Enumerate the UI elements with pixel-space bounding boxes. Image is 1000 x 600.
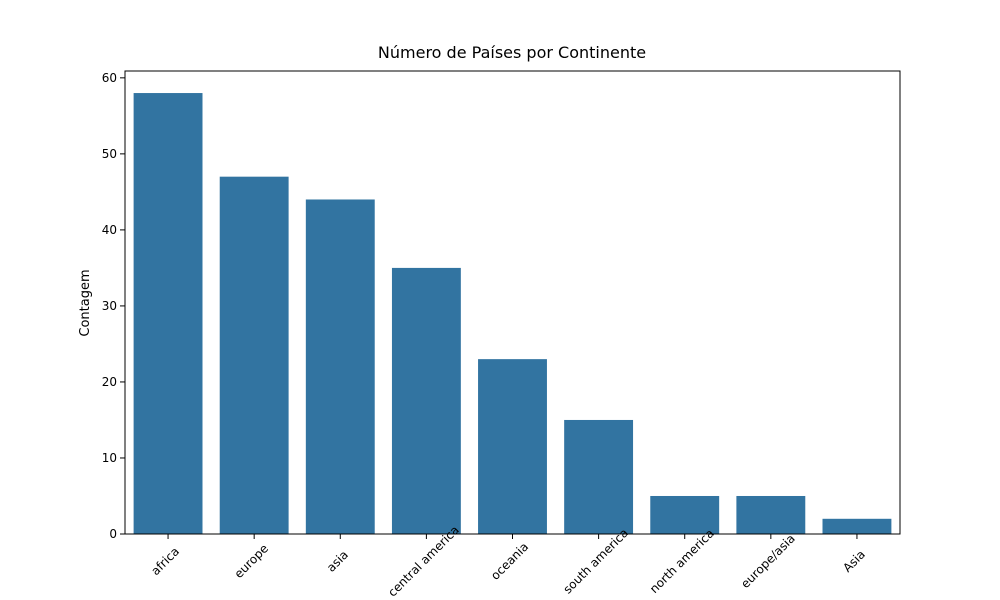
bar — [736, 495, 806, 534]
bar — [133, 93, 203, 535]
x-tick-label: europe — [232, 541, 272, 581]
bar — [219, 176, 289, 534]
bar — [822, 518, 892, 534]
x-tick-label: Asia — [840, 547, 868, 575]
bar — [391, 267, 461, 534]
bar — [478, 359, 547, 534]
y-tick-label: 40 — [102, 223, 117, 237]
y-tick-label: 0 — [109, 527, 117, 541]
y-tick-label: 30 — [102, 299, 117, 313]
bar — [564, 419, 634, 534]
x-tick-label: asia — [324, 548, 351, 575]
chart-title: Número de Países por Continente — [378, 43, 646, 62]
y-tick-label: 10 — [102, 451, 117, 465]
y-tick-label: 20 — [102, 375, 117, 389]
y-tick-label: 50 — [102, 147, 117, 161]
x-tick-label: europe/asia — [738, 531, 798, 591]
y-axis-label: Contagem — [78, 269, 93, 336]
x-tick-label: oceania — [488, 540, 531, 583]
bar — [650, 495, 720, 534]
x-tick-label: africa — [148, 544, 182, 578]
x-tick-label: south america — [560, 526, 631, 597]
y-tick-label: 60 — [102, 71, 117, 85]
x-tick-label: north america — [647, 526, 717, 596]
plot-frame — [124, 70, 901, 535]
bar — [305, 199, 375, 534]
